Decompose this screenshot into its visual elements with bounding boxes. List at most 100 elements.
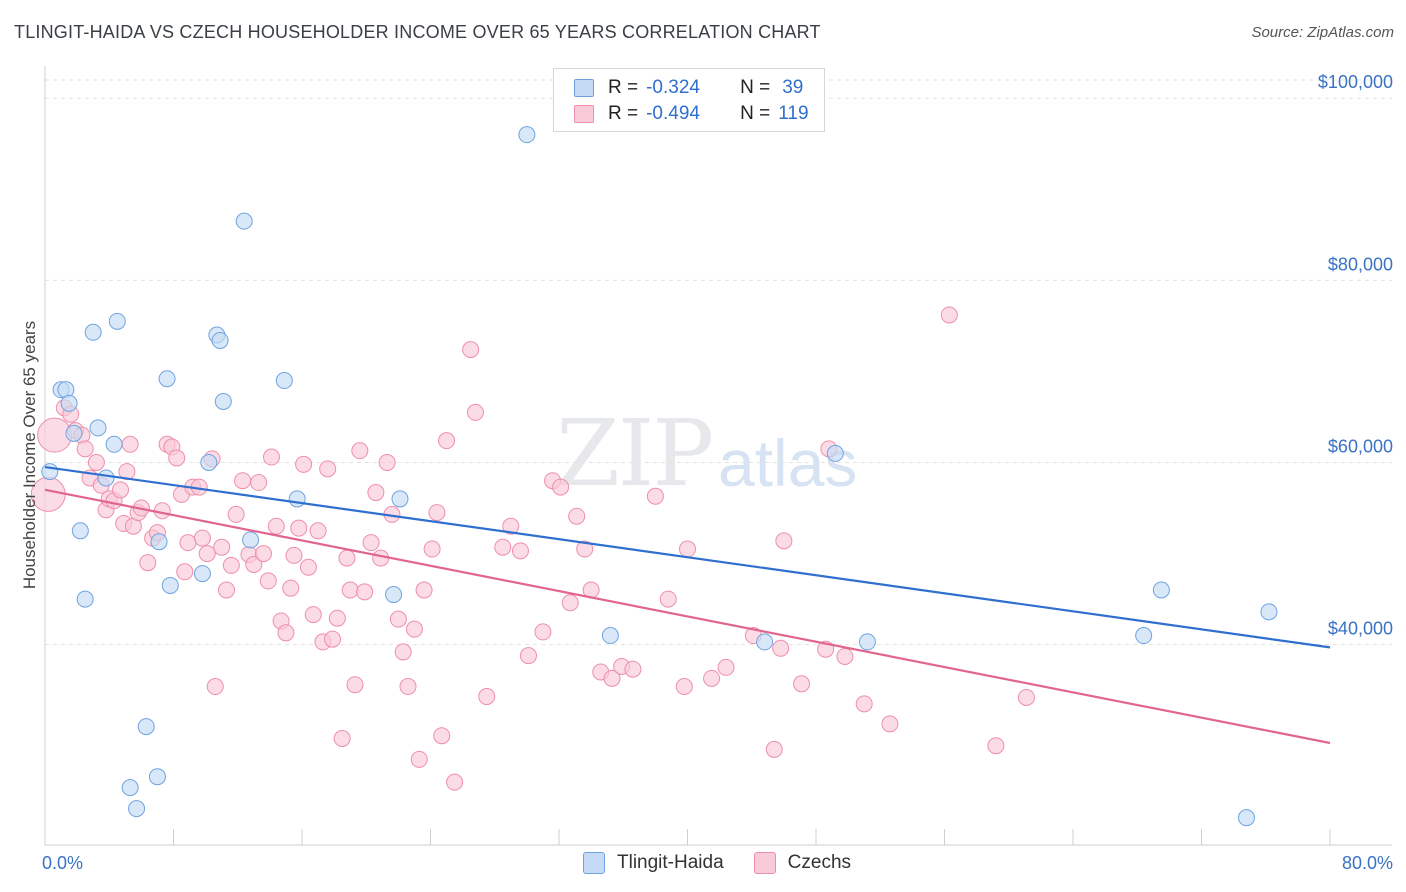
point-tlingit-haida (121, 779, 139, 797)
point-czechs (222, 556, 240, 574)
point-czechs (679, 540, 696, 558)
data-points (30, 126, 1278, 827)
legend-row-czechs: R = -0.494 N = 119 (574, 102, 809, 126)
point-czechs (168, 449, 186, 467)
point-czechs (775, 532, 793, 550)
point-czechs (76, 440, 94, 458)
point-tlingit-haida (84, 323, 102, 341)
point-tlingit-haida (211, 331, 229, 349)
legend-swatch-tlingit-haida (574, 79, 594, 97)
point-czechs (367, 484, 385, 502)
point-czechs (675, 678, 693, 696)
point-tlingit-haida (235, 212, 253, 230)
point-czechs (341, 581, 359, 599)
series-legend: Tlingit-Haida Czechs (583, 852, 881, 874)
stats-legend: R = -0.324 N = 39 R = -0.494 N = 119 (553, 68, 825, 132)
trend-lines (44, 465, 1331, 745)
trend-line-czechs (44, 488, 1331, 745)
point-czechs (227, 505, 245, 523)
point-tlingit-haida (214, 392, 232, 410)
point-tlingit-haida (858, 633, 876, 651)
point-czechs (502, 517, 520, 535)
point-tlingit-haida (150, 533, 168, 551)
point-czechs (446, 773, 464, 791)
point-czechs (250, 474, 268, 492)
point-czechs (765, 740, 783, 758)
point-czechs (319, 460, 337, 478)
point-czechs (836, 647, 854, 665)
point-tlingit-haida (200, 454, 218, 471)
point-tlingit-haida (76, 590, 94, 608)
point-czechs (378, 454, 396, 471)
point-tlingit-haida (385, 586, 403, 604)
point-czechs (346, 676, 364, 694)
legend-n-label: N = (740, 103, 771, 124)
point-czechs (362, 534, 380, 552)
point-tlingit-haida (288, 490, 306, 508)
point-czechs (659, 590, 677, 608)
point-czechs (267, 517, 285, 535)
point-czechs (338, 549, 356, 567)
point-czechs (139, 554, 157, 572)
point-czechs (519, 647, 537, 665)
tick-labels: $40,000 $60,000 $80,000 $100,000 0.0% 80.0% (42, 72, 1393, 873)
point-czechs (324, 630, 342, 648)
point-czechs (494, 538, 512, 556)
point-czechs (552, 478, 570, 496)
y-tick-label: $40,000 (1328, 619, 1393, 639)
point-tlingit-haida (391, 490, 409, 508)
point-czechs (433, 727, 451, 745)
point-czechs (309, 522, 327, 540)
point-tlingit-haida (826, 444, 844, 462)
point-czechs (277, 624, 295, 642)
point-tlingit-haida (1260, 603, 1278, 621)
point-czechs (259, 572, 277, 590)
y-axis-label: Householder Income Over 65 years (20, 321, 39, 589)
legend-n-value: 39 (782, 77, 804, 98)
point-tlingit-haida (158, 370, 176, 388)
point-czechs (793, 675, 811, 693)
series-legend-item-tlingit-haida[interactable]: Tlingit-Haida (583, 852, 724, 874)
point-czechs (624, 660, 642, 678)
point-czechs (717, 658, 735, 676)
point-czechs (703, 669, 721, 687)
series-legend-item-czechs[interactable]: Czechs (753, 852, 851, 874)
point-czechs (295, 455, 313, 473)
point-czechs (111, 481, 129, 499)
point-czechs (568, 507, 586, 525)
point-czechs (218, 581, 236, 599)
point-czechs (254, 545, 272, 563)
point-czechs (423, 540, 441, 558)
point-czechs (333, 729, 351, 747)
x-tick-label-max: 80.0% (1342, 853, 1393, 873)
point-czechs (351, 442, 369, 460)
trend-line-tlingit-haida (44, 465, 1331, 649)
point-czechs (646, 487, 664, 505)
legend-n-label: N = (740, 77, 771, 98)
point-czechs (534, 623, 552, 641)
point-czechs (121, 435, 139, 453)
point-czechs (304, 606, 322, 624)
point-czechs (262, 448, 280, 466)
point-czechs (198, 545, 216, 563)
point-czechs (855, 695, 873, 713)
point-czechs (193, 529, 211, 547)
point-czechs (428, 504, 446, 522)
point-czechs (394, 643, 412, 661)
point-czechs (511, 542, 529, 560)
point-czechs (206, 678, 224, 696)
point-tlingit-haida (161, 576, 179, 594)
point-czechs (940, 306, 958, 324)
watermark-zip: ZIP (556, 400, 714, 507)
y-tick-label: $60,000 (1328, 437, 1393, 457)
point-tlingit-haida (97, 469, 115, 487)
source-label: Source: ZipAtlas.com (1251, 24, 1394, 41)
series-swatch-czechs (753, 852, 776, 874)
legend-r-value: -0.494 (646, 103, 700, 124)
point-czechs (466, 403, 484, 421)
point-czechs (290, 519, 308, 537)
point-czechs (438, 432, 456, 450)
legend-r-label: R = (608, 103, 639, 124)
x-tick-label-min: 0.0% (42, 853, 83, 873)
